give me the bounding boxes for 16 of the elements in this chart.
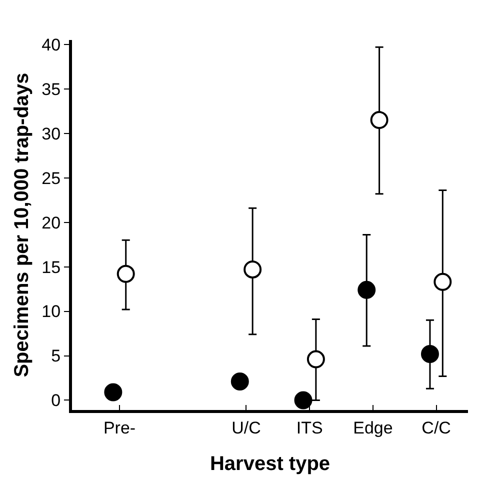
x-tick-label: U/C [232, 418, 261, 438]
y-tick-label: 30 [42, 124, 61, 144]
x-tick-label: ITS [296, 418, 323, 438]
x-tick-label: C/C [422, 418, 451, 438]
x-tick-label: Pre- [103, 418, 136, 438]
y-tick-label: 5 [51, 346, 61, 366]
y-tick-label: 40 [42, 35, 61, 54]
x-tick-label: Edge [353, 418, 393, 438]
y-tick-label: 20 [42, 213, 61, 232]
y-tick-label: 0 [51, 391, 61, 410]
y-tick-label: 25 [42, 168, 61, 188]
y-axis-title: Specimens per 10,000 trap-days [11, 72, 34, 378]
x-axis-title: Harvest type [210, 452, 330, 475]
y-tick-label: 15 [42, 258, 61, 277]
y-tick-label: 10 [42, 302, 61, 322]
y-tick-label: 35 [42, 80, 61, 99]
